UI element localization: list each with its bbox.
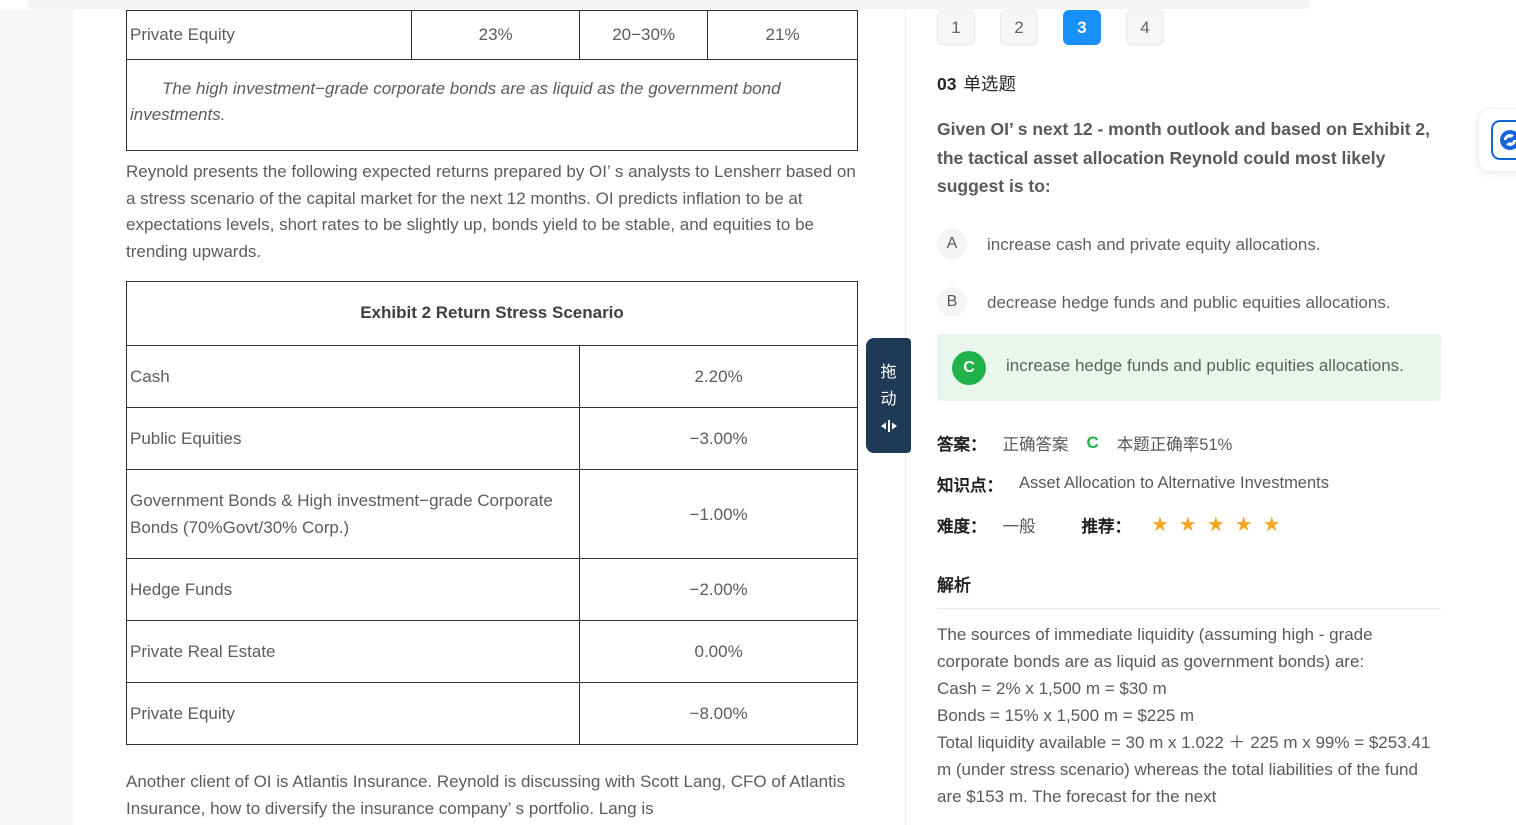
- case-reading-panel: Private Equity 23% 20−30% 21% The high i…: [125, 10, 858, 822]
- analysis-divider: [937, 607, 1441, 609]
- question-panel: 1 2 3 4 03 单选题 Given OI’ s next 12 - mont…: [937, 10, 1441, 810]
- correct-answer-prefix: 正确答案: [1002, 435, 1069, 454]
- horizontal-resize-icon: [880, 419, 897, 432]
- case-paragraph-2: Another client of OI is Atlantis Insuran…: [126, 772, 846, 818]
- answer-row: 答案： 正确答案 C 本题正确率51%: [937, 431, 1441, 455]
- page-button-4[interactable]: 4: [1126, 10, 1164, 45]
- exhibit2-row-label: Cash: [125, 345, 581, 408]
- exhibit2-row-label: Private Equity: [125, 682, 581, 745]
- allocation-asset-cell: Private Equity: [125, 10, 413, 60]
- exhibit2-row-value: −3.00%: [579, 407, 858, 470]
- knowledge-row: 知识点： Asset Allocation to Alternative Inv…: [937, 472, 1441, 496]
- analysis-title: 解析: [937, 575, 971, 595]
- question-number: 03: [937, 74, 957, 94]
- allocation-target-cell: 21%: [707, 10, 858, 60]
- left-gutter: [0, 10, 73, 825]
- exhibit2-row-label: Public Equities: [125, 407, 581, 470]
- exhibit2-row-value: 2.20%: [579, 345, 858, 408]
- star-rating-icons: ★★★★★: [1151, 513, 1291, 536]
- option-c-text: increase hedge funds and public equities…: [1006, 355, 1404, 375]
- option-a-text: increase cash and private equity allocat…: [987, 234, 1321, 254]
- table-row: Private Equity −8.00%: [125, 682, 858, 745]
- assistant-logo-icon: [1500, 130, 1516, 150]
- option-b[interactable]: B decrease hedge funds and public equiti…: [937, 285, 1441, 317]
- option-a[interactable]: A increase cash and private equity alloc…: [937, 227, 1441, 259]
- exhibit2-table: Exhibit 2 Return Stress Scenario Cash 2.…: [125, 281, 858, 745]
- question-type-label: 单选题: [963, 74, 1016, 94]
- correct-answer-letter: C: [1086, 432, 1099, 452]
- table-row: Hedge Funds −2.00%: [125, 558, 858, 621]
- option-c-correct[interactable]: C increase hedge funds and public equiti…: [937, 333, 1441, 401]
- option-a-letter: A: [937, 228, 967, 259]
- allocation-table: Private Equity 23% 20−30% 21% The high i…: [125, 10, 858, 151]
- exhibit2-row-label: Private Real Estate: [125, 620, 581, 683]
- table-row: Public Equities −3.00%: [125, 407, 858, 470]
- table-row: Private Equity 23% 20−30% 21%: [125, 10, 858, 60]
- option-c-letter: C: [952, 350, 986, 385]
- table-row: Exhibit 2 Return Stress Scenario: [126, 281, 858, 346]
- accuracy-rate: 本题正确率51%: [1116, 435, 1233, 454]
- page-button-1[interactable]: 1: [937, 10, 975, 45]
- option-b-letter: B: [937, 286, 967, 317]
- top-scrollbar[interactable]: [27, 0, 1311, 9]
- recommend-label: 推荐：: [1081, 517, 1132, 536]
- exhibit2-row-value: −8.00%: [579, 682, 858, 745]
- options-list: A increase cash and private equity alloc…: [937, 227, 1441, 401]
- exhibit2-row-label: Hedge Funds: [125, 558, 581, 621]
- allocation-current-cell: 23%: [411, 10, 581, 60]
- assistant-icon-frame: [1491, 120, 1516, 160]
- table-row: The high investment−grade corporate bond…: [126, 59, 858, 151]
- allocation-range-cell: 20−30%: [579, 10, 709, 60]
- difficulty-label: 难度：: [937, 517, 987, 536]
- page-button-2[interactable]: 2: [1000, 10, 1038, 45]
- table-row: Government Bonds & High investment−grade…: [125, 469, 858, 559]
- difficulty-row: 难度： 一般 推荐： ★★★★★: [937, 513, 1441, 537]
- answer-label: 答案：: [937, 435, 987, 454]
- assistant-floating-button[interactable]: [1478, 108, 1516, 172]
- liquidity-note: The high investment−grade corporate bond…: [130, 79, 781, 124]
- exhibit2-row-value: −2.00%: [579, 558, 858, 621]
- option-b-text: decrease hedge funds and public equities…: [987, 292, 1391, 312]
- table-row: Private Real Estate 0.00%: [125, 620, 858, 683]
- analysis-section: 解析 The sources of immediate liquidity (a…: [937, 571, 1441, 810]
- drag-handle-label: 拖动: [880, 363, 897, 408]
- question-header: 03 单选题: [937, 71, 1441, 96]
- exhibit2-row-value: −1.00%: [579, 469, 858, 559]
- knowledge-label: 知识点：: [937, 476, 1003, 495]
- case-paragraph-1: Reynold presents the following expected …: [126, 162, 856, 261]
- exhibit2-title: Exhibit 2 Return Stress Scenario: [126, 281, 858, 346]
- question-pagination: 1 2 3 4: [937, 10, 1441, 45]
- analysis-text: The sources of immediate liquidity (assu…: [937, 624, 1431, 806]
- exhibit2-row-label: Government Bonds & High investment−grade…: [125, 469, 581, 559]
- table-row: Cash 2.20%: [125, 345, 858, 408]
- drag-resize-handle[interactable]: 拖动: [866, 338, 911, 453]
- page-button-3-active[interactable]: 3: [1063, 10, 1101, 45]
- question-text: Given OI’ s next 12 - month outlook and …: [937, 119, 1430, 196]
- knowledge-point: Asset Allocation to Alternative Investme…: [1019, 474, 1329, 492]
- question-meta: 答案： 正确答案 C 本题正确率51% 知识点： Asset Allocatio…: [937, 431, 1441, 537]
- table-note-cell: The high investment−grade corporate bond…: [126, 59, 858, 151]
- exhibit2-row-value: 0.00%: [579, 620, 858, 683]
- difficulty-value: 一般: [1002, 517, 1036, 536]
